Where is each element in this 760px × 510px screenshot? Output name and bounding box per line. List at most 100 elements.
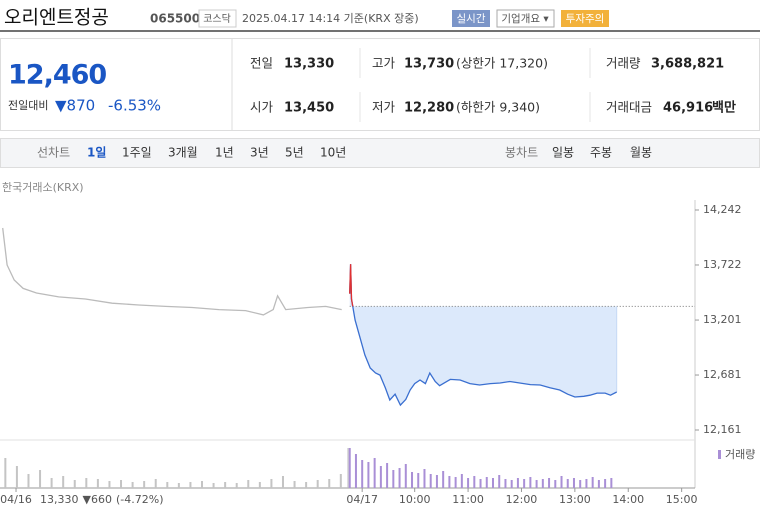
market-badge [198, 9, 237, 28]
volume-bar [108, 481, 111, 488]
volume-bar [460, 474, 463, 488]
x-tick-label: 12:00 [506, 493, 538, 506]
volume-bar [39, 470, 42, 488]
volume-bar [585, 479, 588, 488]
volume-bar [398, 468, 401, 488]
volume-bar [201, 481, 204, 488]
timestamp: 2025.04.17 14:14 기준(KRX 장중) [242, 12, 419, 25]
stat-label: 거래량 [606, 56, 641, 71]
volume-bar [189, 482, 192, 488]
tab[interactable]: 주봉 [590, 146, 612, 160]
volume-bar [316, 480, 319, 488]
prev-summary: 13,330 ▼660 (-4.72%) [40, 493, 163, 506]
volume-legend-swatch [718, 450, 721, 459]
volume-bar [154, 479, 157, 488]
stat-value: 3,688,821 [651, 57, 724, 72]
volume-bar [404, 464, 407, 488]
volume-bar [143, 481, 146, 488]
prev-summary-close: 13,330 [40, 493, 79, 506]
volume-bar [247, 480, 250, 488]
stock-code: 065500 [150, 12, 200, 26]
realtime-label[interactable]: 실시간 [457, 13, 486, 25]
volume-bar [96, 479, 99, 488]
tab[interactable]: 5년 [285, 146, 304, 160]
prev-summary-change: ▼660 [83, 493, 112, 506]
stat-value: 46,916 [663, 101, 713, 116]
volume-bar [339, 474, 342, 488]
volume-bar [15, 466, 18, 488]
volume-bar [379, 466, 382, 488]
volume-bar [535, 480, 538, 488]
volume-bar [281, 476, 284, 488]
company-button[interactable] [496, 9, 555, 28]
volume-bar [560, 476, 563, 488]
tab[interactable]: 월봉 [630, 146, 652, 160]
price-line [2, 227, 342, 316]
volume-bar [591, 477, 594, 488]
volume-bar [604, 479, 607, 488]
warning-badge[interactable] [561, 10, 609, 27]
volume-bar [62, 476, 65, 488]
volume-bar [485, 477, 488, 488]
tab[interactable]: 1일 [87, 146, 106, 160]
x-tick-label: 15:00 [666, 493, 698, 506]
volume-bar [510, 480, 513, 488]
volume-bar [491, 478, 494, 488]
volume-bar [572, 478, 575, 488]
x-tick-label: 14:00 [612, 493, 644, 506]
volume-bar [373, 458, 376, 488]
volume-bar [429, 474, 432, 488]
volume-bar [504, 479, 507, 488]
tab[interactable]: 1주일 [122, 146, 152, 160]
change-label: 전일대비 [8, 98, 48, 112]
x-tick-label: 11:00 [452, 493, 484, 506]
stat-note: 백만 [712, 100, 736, 116]
stat-label: 고가 [372, 56, 396, 71]
volume-bar [120, 480, 123, 488]
volume-bar [166, 482, 169, 488]
volume-bar [473, 476, 476, 488]
quote-panel [0, 38, 760, 131]
warning-label[interactable]: 투자주의 [566, 13, 605, 25]
prev-summary-change-pct: (-4.72%) [116, 493, 164, 506]
volume-bar [177, 483, 180, 488]
volume-bar [386, 463, 389, 488]
chart-source: 한국거래소(KRX) [2, 181, 84, 194]
volume-bar [479, 479, 482, 488]
area-fill [349, 264, 617, 406]
volume-bar [50, 478, 53, 488]
realtime-button[interactable] [452, 10, 490, 27]
volume-bar [448, 476, 451, 488]
volume-bar [224, 482, 227, 488]
company-label[interactable]: 기업개요 ▾ [501, 12, 549, 25]
volume-bar [597, 480, 600, 488]
volume-bar [423, 469, 426, 488]
stat-value: 13,730 [404, 57, 454, 72]
tab[interactable]: 3년 [250, 146, 269, 160]
volume-bar [516, 478, 519, 488]
price-line [349, 264, 617, 407]
volume-bar [554, 480, 557, 488]
volume-bar [392, 470, 395, 488]
stat-value: 13,450 [284, 101, 334, 116]
volume-bar [258, 482, 261, 488]
change: ▼870 [55, 97, 95, 115]
stat-note: (상한가 17,320) [456, 56, 548, 71]
volume-bar [523, 479, 526, 488]
tab[interactable]: 3개월 [168, 146, 198, 160]
tab[interactable]: 10년 [320, 146, 346, 160]
volume-bar [548, 478, 551, 488]
volume-bar [498, 475, 501, 488]
tab[interactable]: 일봉 [552, 146, 574, 160]
stat-label: 전일 [250, 56, 273, 71]
y-tick-label: 12,681 [703, 368, 742, 381]
volume-bar [566, 479, 569, 488]
tab-group-label: 봉차트 [505, 146, 538, 160]
stat-value: 12,280 [404, 101, 454, 116]
tab[interactable]: 1년 [215, 146, 234, 160]
stock-name: 오리엔트정공 [4, 7, 109, 29]
volume-bar [73, 480, 76, 488]
volume-bar [328, 479, 331, 488]
volume-bar [270, 479, 273, 488]
